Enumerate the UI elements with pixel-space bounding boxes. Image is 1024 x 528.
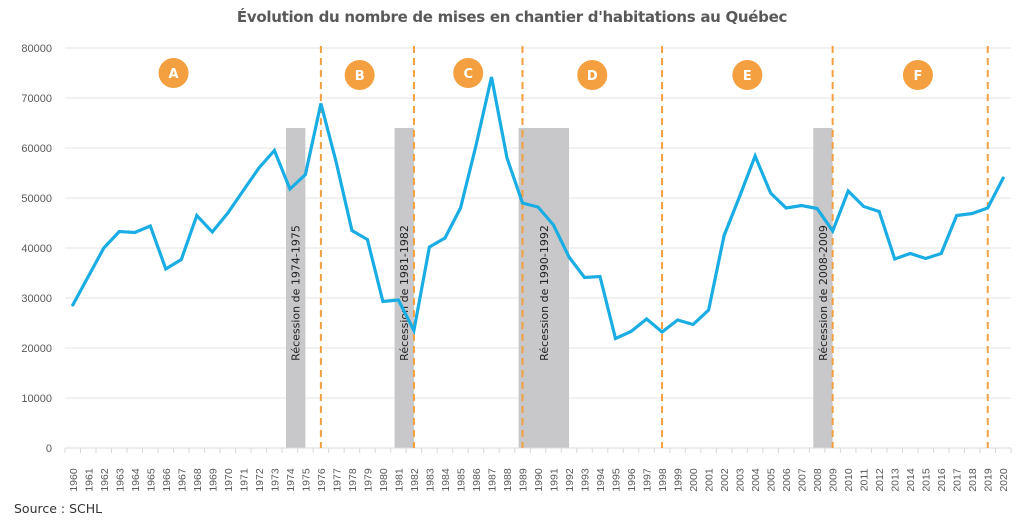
phase-badge: [902, 60, 933, 90]
y-tick-label: 10000: [21, 393, 52, 405]
x-tick-label: 1960: [68, 468, 80, 492]
x-tick-label: 1961: [83, 468, 95, 492]
x-tick-label: 2019: [983, 468, 995, 492]
x-tick-label: 2016: [936, 468, 948, 492]
recession-label: Récession de 2008-2009: [817, 225, 830, 361]
x-tick-label: 1972: [254, 468, 266, 492]
x-tick-label: 2000: [688, 468, 700, 492]
x-axis: 1960 1961 1962 1963 1964 1965 1966 1967 1968 1969…: [64, 447, 1012, 492]
x-tick-label: 1993: [580, 468, 592, 492]
x-tick-label: 1986: [471, 468, 483, 492]
x-tick-label: 2005: [766, 468, 778, 492]
x-tick-label: 2020: [998, 468, 1010, 492]
x-tick-label: 1968: [192, 468, 204, 492]
x-tick-label: 1966: [161, 468, 173, 492]
x-tick-label: 2014: [905, 468, 917, 492]
x-tick-label: 1999: [673, 468, 685, 492]
x-tick-label: 2015: [921, 468, 933, 492]
y-tick-label: 30000: [21, 293, 52, 305]
phase-label: F: [914, 69, 923, 84]
y-tick-label: 50000: [21, 193, 52, 205]
y-tick-label: 0: [46, 443, 52, 455]
y-axis: 0 10000 20000 30000 40000 50000 60000 70000 8000…: [21, 43, 52, 455]
phase-badge: [453, 58, 484, 88]
x-tick-label: 1965: [145, 468, 157, 492]
x-tick-label: 2012: [874, 468, 886, 492]
x-tick-label: 1998: [657, 468, 669, 492]
x-tick-label: 2002: [719, 468, 731, 492]
x-tick-label: 1962: [99, 468, 111, 492]
x-tick-label: 1996: [626, 468, 638, 492]
y-tick-label: 40000: [21, 243, 52, 255]
recession-bands: Récession de 1974-1975 Récession de 1981-…: [285, 128, 833, 448]
phase-label: D: [587, 69, 598, 84]
x-tick-label: 1991: [549, 468, 561, 492]
x-tick-label: 1985: [455, 468, 467, 492]
x-tick-label: 1979: [362, 468, 374, 492]
chart-title: Évolution du nombre de mises en chantier…: [236, 8, 788, 26]
x-tick-label: 1995: [611, 468, 623, 492]
x-tick-label: 1983: [424, 468, 436, 492]
recession-band: [285, 128, 306, 448]
x-tick-label: 1973: [269, 468, 281, 492]
recession-band: [394, 128, 414, 448]
x-tick-label: 2011: [859, 469, 871, 492]
recession-label: Récession de 1974-1975: [290, 225, 303, 361]
x-tick-label: 2006: [781, 468, 793, 492]
x-tick-label: 1977: [331, 468, 343, 492]
x-tick-label: 2017: [952, 468, 964, 492]
x-tick-label: 1987: [486, 468, 498, 492]
y-tick-label: 20000: [21, 343, 52, 355]
recession-band: [518, 128, 570, 448]
x-tick-label: 1988: [502, 468, 514, 492]
y-tick-label: 70000: [21, 93, 52, 105]
phase-label: A: [169, 67, 179, 82]
x-tick-label: 1967: [176, 468, 188, 492]
x-tick-label: 1971: [238, 468, 250, 492]
x-tick-label: 1982: [409, 468, 421, 492]
x-tick-label: 1981: [393, 468, 405, 492]
phase-label: C: [463, 67, 473, 82]
phase-badge: [732, 60, 763, 90]
phase-label: B: [355, 69, 365, 84]
x-tick-label: 2001: [704, 468, 716, 492]
x-tick-label: 2007: [797, 468, 809, 492]
x-tick-label: 1984: [440, 468, 452, 492]
source-note: Source : SCHL: [14, 501, 103, 516]
x-tick-label: 1969: [207, 468, 219, 492]
x-tick-label: 1980: [378, 468, 390, 492]
phase-label: E: [743, 69, 752, 84]
x-tick-label: 2009: [828, 468, 840, 492]
x-tick-label: 1964: [130, 468, 142, 492]
x-tick-label: 1978: [347, 468, 359, 492]
phase-badge: [344, 60, 375, 90]
series-layer: [71, 76, 1005, 341]
x-tick-label: 2003: [735, 468, 747, 492]
y-tick-label: 80000: [21, 43, 52, 55]
phase-badge: [158, 58, 189, 88]
recession-label: Récession de 1981-1982: [398, 225, 411, 361]
x-tick-label: 1975: [300, 468, 312, 492]
phase-badge: [577, 60, 608, 90]
x-tick-label: 2013: [890, 468, 902, 492]
x-tick-label: 2010: [843, 468, 855, 492]
x-tick-label: 2004: [750, 468, 762, 492]
x-tick-label: 1963: [114, 468, 126, 492]
phase-badges: A B C D E F: [158, 58, 933, 90]
x-tick-label: 1970: [223, 468, 235, 492]
x-tick-label: 1974: [285, 468, 297, 492]
x-tick-label: 1976: [316, 468, 328, 492]
x-tick-label: 2008: [812, 468, 824, 492]
x-tick-label: 1989: [517, 468, 529, 492]
x-tick-label: 1997: [642, 468, 654, 492]
y-tick-label: 60000: [21, 143, 52, 155]
recession-label: Récession de 1990-1992: [538, 225, 551, 361]
x-tick-label: 1992: [564, 468, 576, 492]
x-tick-label: 1990: [533, 468, 545, 492]
x-tick-label: 2018: [967, 468, 979, 492]
period-dividers: [319, 46, 989, 448]
x-tick-label: 1994: [595, 468, 607, 492]
